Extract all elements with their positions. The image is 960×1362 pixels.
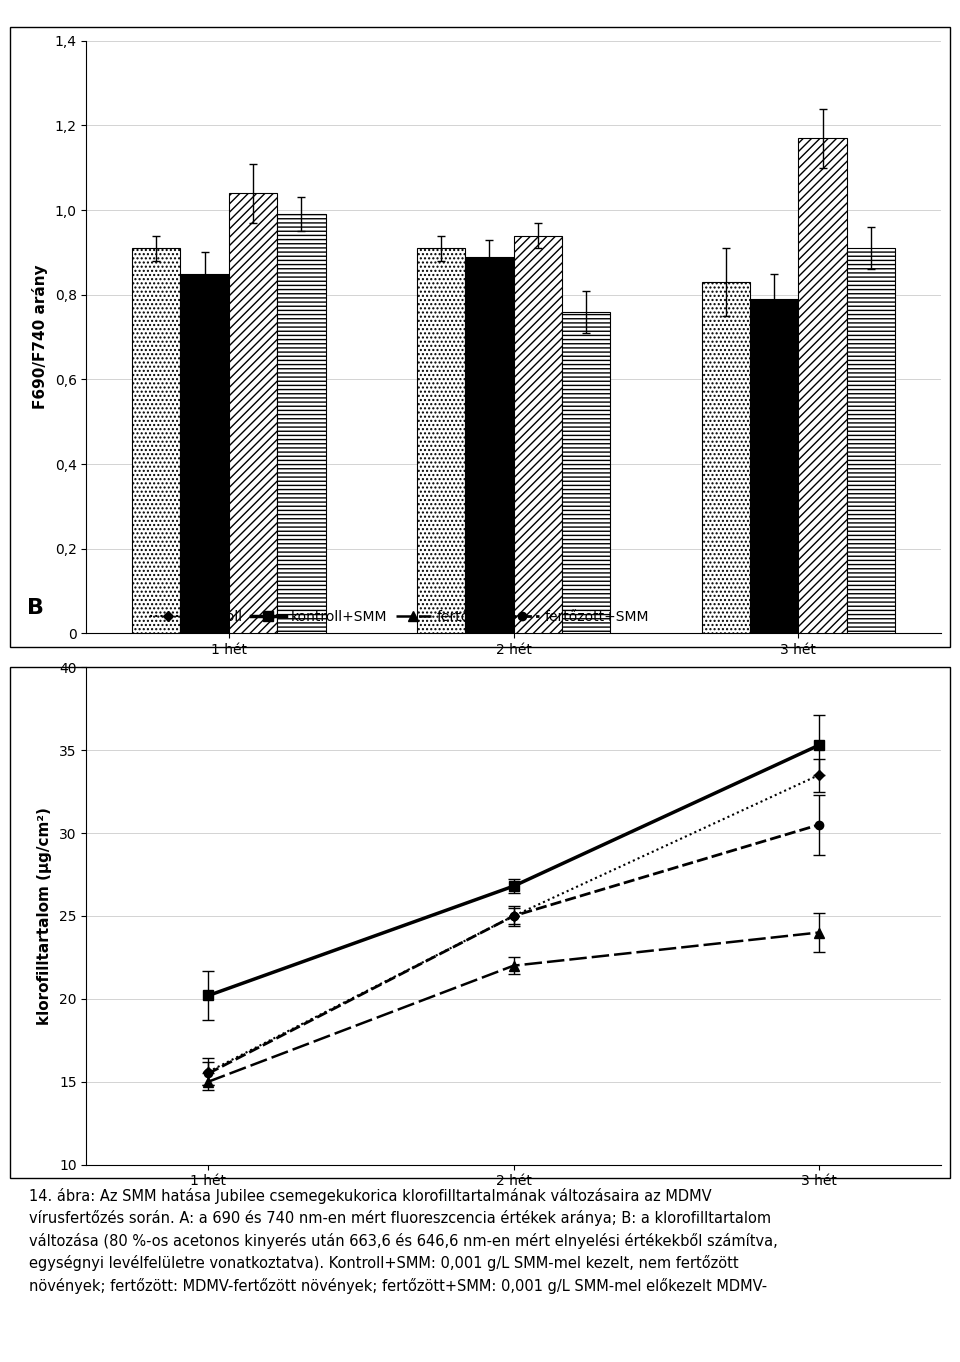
Bar	[847, 248, 896, 633]
Bar	[562, 312, 611, 633]
Bar	[466, 256, 514, 633]
fertőzött+SMM	[813, 817, 825, 834]
Y-axis label: F690/F740 arány: F690/F740 arány	[32, 264, 48, 410]
Bar	[228, 193, 277, 633]
Line: fertőzött: fertőzött	[204, 928, 824, 1087]
Line: kontroll: kontroll	[205, 772, 822, 1075]
Line: kontroll+SMM: kontroll+SMM	[204, 741, 824, 1000]
kontroll+SMM	[813, 737, 825, 753]
kontroll+SMM	[508, 878, 519, 895]
fertőzött	[813, 925, 825, 941]
kontroll	[813, 767, 825, 783]
Bar	[799, 138, 847, 633]
kontroll+SMM	[203, 987, 214, 1004]
kontroll	[203, 1064, 214, 1080]
Bar	[750, 300, 799, 633]
Legend: kontroll, kontroll+SMM, fertőzött, fertőzött+SMM: kontroll, kontroll+SMM, fertőzött, fertő…	[145, 605, 655, 629]
fertőzött	[508, 957, 519, 974]
kontroll	[508, 908, 519, 925]
fertőzött	[203, 1073, 214, 1090]
Bar	[180, 274, 228, 633]
Bar	[277, 214, 325, 633]
Bar	[417, 248, 466, 633]
Bar	[514, 236, 562, 633]
Line: fertőzött+SMM: fertőzött+SMM	[204, 821, 823, 1077]
fertőzött+SMM	[203, 1065, 214, 1081]
Text: 14. ábra: Az SMM hatása Jubilee csemegekukorica klorofilltartalmának változásair: 14. ábra: Az SMM hatása Jubilee csemegek…	[29, 1188, 778, 1294]
fertőzött+SMM	[508, 908, 519, 925]
Bar	[702, 282, 750, 633]
Bar	[132, 248, 180, 633]
Text: B: B	[27, 598, 43, 618]
Y-axis label: klorofilltartalom (µg/cm²): klorofilltartalom (µg/cm²)	[37, 808, 52, 1024]
